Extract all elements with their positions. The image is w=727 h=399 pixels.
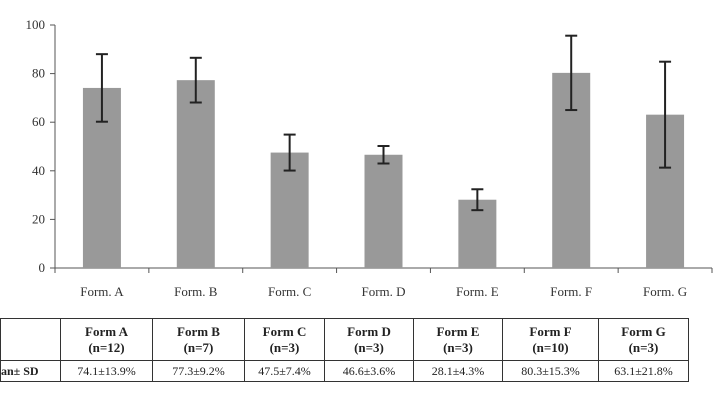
column-header: Form C (n=3) [244, 318, 325, 361]
column-header: Form F (n=10) [502, 318, 599, 361]
error-bars-group [95, 34, 672, 212]
column-header: Form B (n=7) [152, 318, 245, 361]
error-bar [95, 53, 108, 123]
column-header: Form G (n=3) [598, 318, 689, 361]
y-tick-label: 20 [32, 211, 45, 226]
error-bar [189, 56, 202, 104]
stats-table: Form A (n=12) Form B (n=7) Form C (n=3) For… [0, 318, 689, 382]
error-bar [659, 60, 672, 169]
bar [364, 154, 403, 268]
error-bar [471, 188, 484, 212]
x-tick-label: Form. G [643, 284, 687, 299]
bar-chart: 0 20 40 60 80 100 Form. A Form. B Form. C Form. … [26, 17, 713, 299]
y-tick-label: 0 [39, 260, 46, 275]
x-axis: Form. A Form. B Form. C Form. D Form. E Form.… [54, 267, 713, 299]
x-tick-label: Form. B [174, 284, 218, 299]
y-tick-label: 40 [32, 163, 45, 178]
table-row: an± SD 74.1±13.9% 77.3±9.2% 47.5±7.4% 46… [0, 360, 689, 382]
x-tick-label: Form. E [456, 284, 499, 299]
y-tick-label: 100 [26, 17, 46, 32]
stats-table-wrapper: Form A (n=12) Form B (n=7) Form C (n=3) For… [0, 318, 727, 382]
x-tick-label: Form. C [268, 284, 311, 299]
table-cell: 80.3±15.3% [502, 360, 599, 382]
error-bar [565, 34, 578, 112]
table-cell: 77.3±9.2% [152, 360, 245, 382]
table-cell: 63.1±21.8% [598, 360, 689, 382]
table-header-row: Form A (n=12) Form B (n=7) Form C (n=3) For… [0, 318, 689, 361]
column-header: Form E (n=3) [413, 318, 503, 361]
table-cell: 46.6±3.6% [324, 360, 414, 382]
row-label: an± SD [0, 360, 61, 382]
table-corner-cell [0, 318, 61, 361]
y-axis: 0 20 40 60 80 100 [26, 17, 56, 275]
table-cell: 74.1±13.9% [60, 360, 153, 382]
column-header: Form D (n=3) [324, 318, 414, 361]
table-cell: 28.1±4.3% [413, 360, 503, 382]
x-tick-label: Form. A [80, 284, 124, 299]
bars-group [82, 72, 685, 269]
bar [270, 152, 309, 268]
bar [176, 80, 215, 268]
y-tick-label: 60 [32, 114, 45, 129]
error-bar [283, 133, 296, 172]
x-tick-label: Form. D [361, 284, 405, 299]
x-tick-label: Form. F [550, 284, 592, 299]
table-cell: 47.5±7.4% [244, 360, 325, 382]
error-bar [377, 145, 390, 165]
y-tick-label: 80 [32, 66, 45, 81]
column-header: Form A (n=12) [60, 318, 153, 361]
